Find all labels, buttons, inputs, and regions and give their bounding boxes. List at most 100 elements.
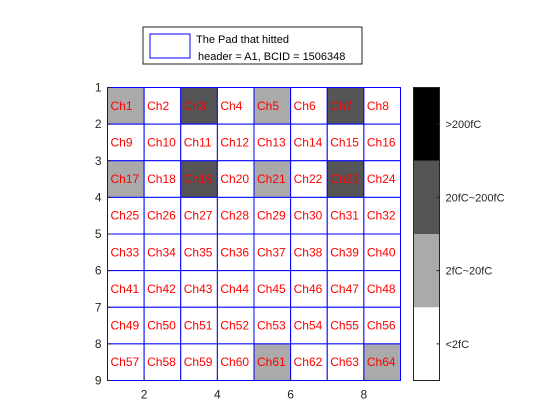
x-tick-label: 4 (214, 388, 221, 402)
pad-cell-label: Ch15 (330, 135, 359, 149)
pad-cell-label: Ch27 (184, 209, 213, 223)
pad-cell: Ch54 (291, 307, 328, 344)
pad-cell: Ch14 (291, 124, 328, 161)
pad-cell: Ch23 (327, 161, 364, 198)
pad-cell: Ch58 (144, 344, 181, 381)
y-tick-label: 9 (95, 374, 102, 388)
pad-cell: Ch6 (291, 88, 328, 125)
pad-cell: Ch43 (181, 271, 218, 308)
pad-cell-label: Ch38 (294, 245, 323, 259)
pad-cell-label: Ch61 (257, 355, 286, 369)
pad-cell-label: Ch43 (184, 282, 213, 296)
pad-cell-label: Ch58 (147, 355, 176, 369)
pad-cell: Ch36 (217, 234, 254, 271)
colorbar-segment (414, 307, 440, 380)
colorbar-label: >200fC (446, 119, 482, 131)
pad-cell: Ch62 (291, 344, 328, 381)
pad-cell-label: Ch19 (184, 172, 213, 186)
pad-cell: Ch26 (144, 197, 181, 234)
pad-cell-label: Ch42 (147, 282, 176, 296)
pad-cell: Ch34 (144, 234, 181, 271)
pad-cell: Ch38 (291, 234, 328, 271)
colorbar-segment (414, 88, 440, 161)
pad-cell-label: Ch40 (367, 245, 396, 259)
pad-cell: Ch53 (254, 307, 291, 344)
pad-cell-label: Ch48 (367, 282, 396, 296)
pad-cell: Ch39 (327, 234, 364, 271)
pad-cell-label: Ch13 (257, 135, 286, 149)
pad-cell: Ch37 (254, 234, 291, 271)
pad-cell: Ch28 (217, 197, 254, 234)
x-tick-label: 8 (361, 388, 368, 402)
pad-cell: Ch61 (254, 344, 291, 381)
pad-cell: Ch9 (108, 124, 145, 161)
pad-cell-label: Ch17 (111, 172, 140, 186)
y-tick-label: 4 (95, 190, 102, 204)
pad-cell: Ch29 (254, 197, 291, 234)
pad-cell-label: Ch36 (220, 245, 249, 259)
pad-cell-label: Ch62 (294, 355, 323, 369)
pad-cell-label: Ch35 (184, 245, 213, 259)
pad-cell-label: Ch4 (220, 99, 242, 113)
y-tick-label: 6 (95, 264, 102, 278)
pad-cell-label: Ch6 (294, 99, 316, 113)
pad-cell: Ch22 (291, 161, 328, 198)
pad-cell: Ch40 (364, 234, 401, 271)
pad-cell: Ch25 (108, 197, 145, 234)
pad-cell: Ch3 (181, 88, 218, 125)
colorbar-segment (414, 161, 440, 234)
pad-cell: Ch51 (181, 307, 218, 344)
pad-cell: Ch4 (217, 88, 254, 125)
pad-cell-label: Ch47 (330, 282, 359, 296)
colorbar-label: 20fC~200fC (446, 192, 505, 204)
pad-cell-label: Ch32 (367, 209, 396, 223)
pad-cell-label: Ch5 (257, 99, 279, 113)
pad-cell: Ch17 (108, 161, 145, 198)
pad-cell: Ch59 (181, 344, 218, 381)
pad-cell-label: Ch9 (111, 135, 133, 149)
pad-cell: Ch33 (108, 234, 145, 271)
pad-cell: Ch42 (144, 271, 181, 308)
pad-cell: Ch18 (144, 161, 181, 198)
pad-cell-label: Ch41 (111, 282, 140, 296)
pad-cell-label: Ch53 (257, 319, 286, 333)
pad-cell: Ch47 (327, 271, 364, 308)
pad-cell-label: Ch11 (184, 135, 212, 149)
pad-cell-label: Ch55 (330, 319, 359, 333)
pad-cell-label: Ch25 (111, 209, 140, 223)
pad-cell-label: Ch46 (294, 282, 323, 296)
x-tick-label: 6 (287, 388, 294, 402)
pad-cell: Ch10 (144, 124, 181, 161)
x-axis: 2468 (141, 378, 368, 402)
pad-cell: Ch32 (364, 197, 401, 234)
pad-cell-label: Ch20 (220, 172, 249, 186)
pad-cell: Ch21 (254, 161, 291, 198)
pad-cell-label: Ch63 (330, 355, 359, 369)
pad-cell-label: Ch21 (257, 172, 286, 186)
pad-cell-label: Ch34 (147, 245, 176, 259)
pad-cell-label: Ch26 (147, 209, 176, 223)
pad-cell-label: Ch23 (330, 172, 359, 186)
pad-cell: Ch63 (327, 344, 364, 381)
pad-cell: Ch64 (364, 344, 401, 381)
pad-cell: Ch1 (108, 88, 145, 125)
pad-cell-label: Ch33 (111, 245, 140, 259)
y-tick-label: 8 (95, 337, 102, 351)
y-tick-label: 3 (95, 154, 102, 168)
pad-cell: Ch49 (108, 307, 145, 344)
pad-cell-label: Ch1 (111, 99, 133, 113)
pad-cell: Ch35 (181, 234, 218, 271)
pad-cell: Ch55 (327, 307, 364, 344)
pad-cell: Ch48 (364, 271, 401, 308)
pad-cell-label: Ch50 (147, 319, 176, 333)
pad-cell: Ch15 (327, 124, 364, 161)
y-tick-label: 5 (95, 227, 102, 241)
pad-cell-label: Ch59 (184, 355, 213, 369)
pad-cell-label: Ch22 (294, 172, 323, 186)
pad-cell: Ch12 (217, 124, 254, 161)
pad-cell-label: Ch8 (367, 99, 389, 113)
pad-cell: Ch27 (181, 197, 218, 234)
pad-cell-label: Ch56 (367, 319, 396, 333)
colorbar: <2fC 2fC~20fC 20fC~200fC >200fC (414, 88, 505, 381)
